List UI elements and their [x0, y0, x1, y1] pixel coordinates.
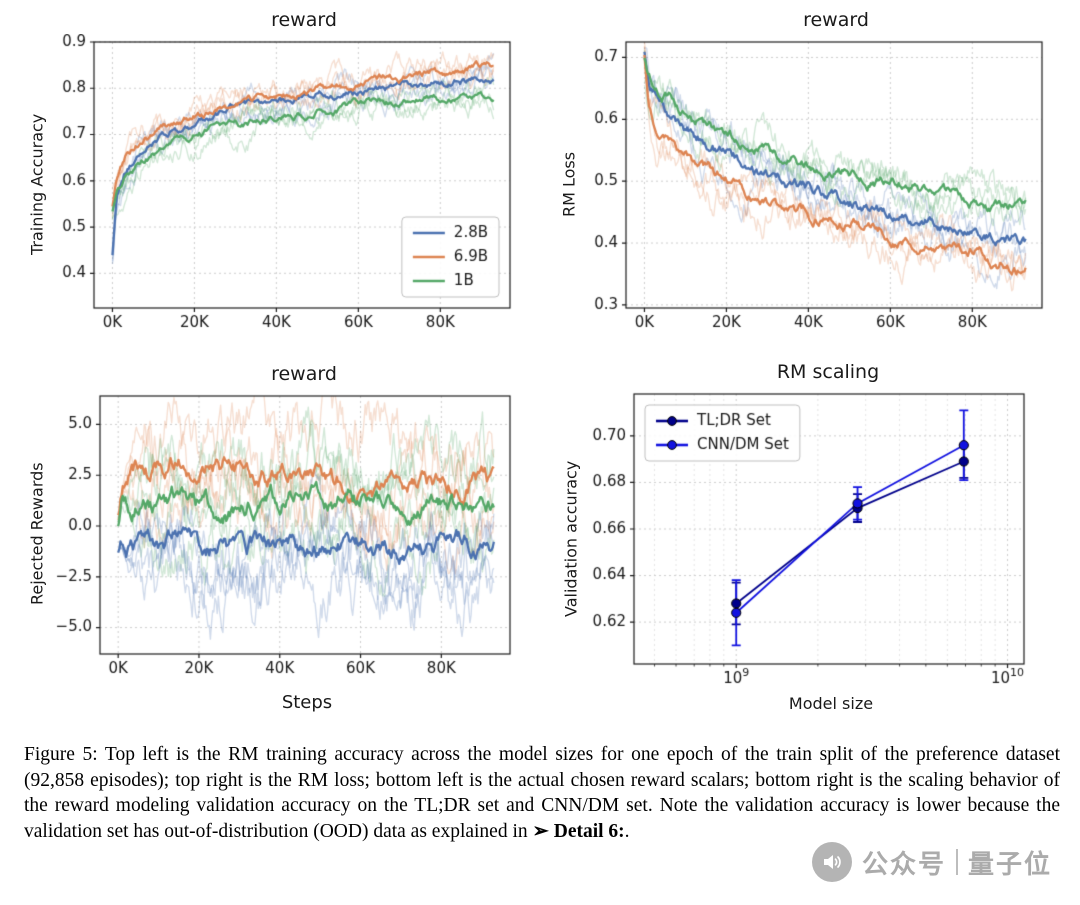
watermark-separator: [956, 849, 959, 875]
y-axis-label: Validation accuracy: [561, 460, 581, 618]
chart-title: RM scaling: [776, 361, 880, 383]
watermark-text-right: 量子位: [968, 849, 1053, 880]
rm-loss-plot: [582, 34, 1052, 334]
rm-scaling-plot: [584, 386, 1034, 692]
x-axis-label: Model size: [788, 694, 874, 713]
rejected-rewards-plot: [50, 388, 520, 680]
watermark: 公众号 量子位: [812, 842, 1052, 882]
caption-period: .: [624, 821, 630, 843]
training-accuracy-plot: [50, 34, 520, 334]
chart-training-accuracy: reward Training Accuracy: [24, 6, 524, 334]
figure-caption: Figure 5: Top left is the RM training ac…: [24, 742, 1060, 845]
y-axis-label: RM Loss: [559, 151, 579, 217]
chart-rm-scaling: RM scaling Validation accuracy Model siz…: [558, 358, 1038, 713]
watermark-text-left: 公众号: [862, 849, 947, 880]
chart-rm-loss: reward RM Loss: [556, 6, 1056, 334]
speaker-icon: [812, 842, 852, 882]
caption-detail-ref: Detail 6:: [553, 821, 625, 843]
x-axis-label: Steps: [281, 692, 333, 713]
chart-title: reward: [271, 363, 337, 385]
chart-title: reward: [803, 9, 869, 31]
y-axis-label: Training Accuracy: [27, 113, 47, 255]
caption-text: Figure 5: Top left is the RM training ac…: [24, 744, 1060, 843]
y-axis-label: Rejected Rewards: [27, 462, 47, 606]
caption-arrow: ➢: [532, 821, 554, 843]
chart-title: reward: [271, 9, 337, 31]
chart-rejected-rewards: reward Rejected Rewards Steps: [24, 360, 524, 713]
